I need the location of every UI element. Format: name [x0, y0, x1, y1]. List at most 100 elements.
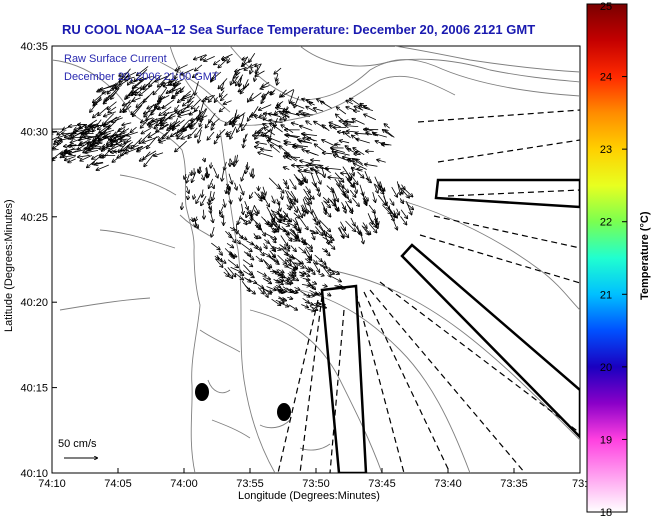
current-vector — [95, 163, 104, 165]
current-vector — [251, 92, 262, 101]
current-vector — [119, 140, 129, 152]
current-vector — [243, 57, 249, 59]
current-vector — [302, 207, 304, 216]
current-vector — [373, 209, 376, 221]
current-vector — [309, 231, 315, 234]
current-vector — [209, 178, 214, 188]
current-vector — [90, 97, 102, 112]
current-vector — [258, 287, 264, 294]
current-vector — [359, 184, 363, 196]
current-vector — [206, 167, 207, 178]
current-vector — [172, 94, 179, 98]
current-vector — [229, 227, 235, 230]
current-vector — [255, 147, 262, 148]
current-vector — [345, 220, 356, 231]
current-vectors — [52, 52, 414, 311]
current-vector — [242, 203, 244, 214]
current-vector — [239, 76, 241, 86]
current-vector — [184, 124, 190, 131]
current-vector — [174, 83, 180, 85]
current-vector — [238, 215, 241, 224]
current-vector — [256, 63, 262, 74]
current-vector — [125, 145, 143, 153]
current-vector — [234, 155, 235, 167]
current-vector — [92, 154, 99, 159]
current-vector — [255, 64, 261, 66]
colorbar-tick-label: 18 — [600, 507, 612, 518]
current-vector — [327, 272, 334, 274]
current-vector — [123, 128, 130, 132]
current-vector — [285, 141, 292, 142]
current-vector — [254, 224, 261, 229]
current-vector — [382, 204, 391, 214]
x-tick-label: 73:35 — [500, 478, 528, 490]
current-vector — [256, 143, 267, 145]
current-vector — [319, 220, 330, 232]
current-vector — [400, 216, 407, 224]
current-vector — [162, 80, 174, 84]
current-vector — [242, 259, 252, 267]
current-vector — [269, 120, 283, 124]
current-vector — [340, 226, 349, 238]
current-vector — [57, 129, 64, 135]
current-vector — [236, 154, 237, 163]
current-vector — [209, 190, 211, 202]
current-vector — [246, 252, 251, 256]
current-vector — [214, 59, 221, 64]
current-vector — [234, 75, 239, 83]
current-vector — [230, 266, 242, 272]
current-vector — [159, 106, 172, 115]
current-vector — [288, 304, 297, 310]
current-vector — [346, 179, 354, 187]
current-vector — [292, 123, 299, 125]
current-vector — [387, 206, 395, 218]
current-vector — [141, 118, 149, 128]
current-vector — [321, 249, 327, 252]
current-vector — [285, 190, 291, 203]
current-vector — [302, 204, 307, 213]
current-vector — [262, 288, 268, 297]
current-vector — [383, 130, 393, 138]
current-vector — [227, 259, 238, 268]
current-vector — [292, 219, 298, 225]
current-vector — [334, 178, 340, 186]
current-vector — [122, 122, 132, 125]
current-vector — [305, 268, 312, 270]
colorbar-tick-label: 22 — [600, 217, 612, 229]
current-vector — [251, 210, 252, 217]
current-vector — [251, 242, 257, 249]
current-vector — [310, 306, 317, 310]
current-vector — [278, 289, 282, 290]
current-vector — [124, 105, 132, 112]
current-vector — [52, 156, 58, 160]
current-vector — [259, 250, 264, 256]
current-vector — [344, 124, 351, 125]
current-vector — [188, 127, 198, 138]
current-vector — [279, 227, 289, 234]
x-tick-label: 74:05 — [104, 478, 132, 490]
current-vector — [332, 149, 345, 153]
current-vector — [253, 205, 259, 213]
current-vector — [331, 186, 335, 201]
current-vector — [83, 148, 95, 153]
current-vector — [293, 212, 299, 218]
current-vector — [226, 185, 227, 193]
current-vector — [281, 245, 289, 250]
current-vector — [142, 127, 151, 133]
current-vector — [69, 126, 78, 127]
current-vector — [53, 141, 64, 149]
current-vector — [336, 115, 345, 123]
current-vector — [377, 160, 386, 163]
current-vector — [211, 71, 217, 81]
y-tick-label: 40:35 — [20, 41, 48, 53]
current-vector — [133, 77, 145, 88]
current-vector — [99, 136, 109, 142]
current-vector — [131, 126, 137, 132]
current-vector — [128, 78, 133, 85]
current-vector — [356, 133, 372, 134]
current-vector — [241, 83, 250, 93]
current-vector — [188, 92, 195, 102]
current-vector — [285, 233, 292, 241]
current-vector — [304, 177, 307, 183]
current-vector — [161, 111, 170, 121]
